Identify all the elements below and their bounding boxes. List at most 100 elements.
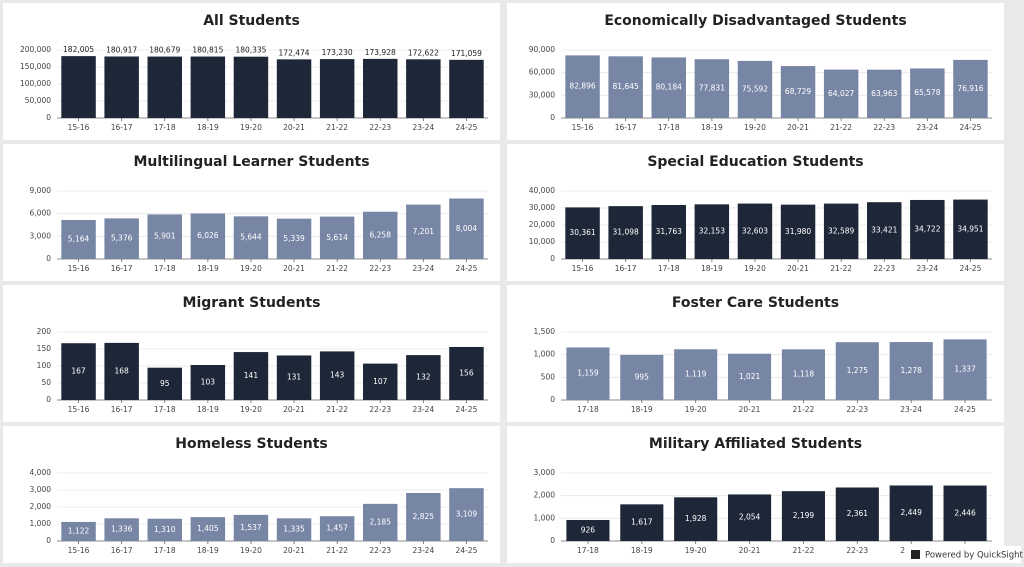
bar <box>319 351 355 400</box>
chart-panel: All Students 0 50,000 100,000 150,000 200,000… <box>3 3 500 140</box>
x-tick-label: 22-23 <box>846 546 868 555</box>
x-tick-label: 16-17 <box>615 123 637 132</box>
x-tick-label: 18-19 <box>197 405 219 414</box>
bar <box>319 216 355 259</box>
value-label: 1,159 <box>577 369 599 378</box>
bar <box>737 203 773 259</box>
bar <box>406 492 441 541</box>
x-tick-label: 17-18 <box>577 405 599 414</box>
y-tick-label: 3,000 <box>30 485 52 494</box>
bar <box>620 354 664 400</box>
chart-panel: Military Affiliated Students 0 1,000 2,000 3… <box>507 426 1004 563</box>
bar <box>889 485 933 541</box>
x-tick-label: 16-17 <box>111 405 133 414</box>
bar <box>781 349 825 400</box>
value-label: 180,335 <box>235 46 266 55</box>
x-tick-label: 21-22 <box>830 123 852 132</box>
x-tick-label: 23-24 <box>412 546 434 555</box>
bar <box>651 57 686 118</box>
chart-title: Foster Care Students <box>672 295 839 311</box>
x-tick-label: 20-21 <box>739 405 761 414</box>
x-tick-label: 23-24 <box>412 405 434 414</box>
value-label: 2,449 <box>900 508 922 517</box>
chart-title: Migrant Students <box>183 295 321 311</box>
x-tick-label: 21-22 <box>326 123 348 132</box>
y-tick-label: 1,000 <box>534 350 556 359</box>
value-label: 180,679 <box>149 46 180 55</box>
bar <box>953 59 988 118</box>
x-tick-label: 18-19 <box>197 264 219 273</box>
bar <box>190 517 226 541</box>
x-tick-label: 15-16 <box>68 264 90 273</box>
value-label: 2,054 <box>739 513 761 522</box>
y-tick-label: 0 <box>46 395 51 404</box>
value-label: 2,825 <box>413 512 435 521</box>
y-tick-label: 40,000 <box>529 186 555 195</box>
x-tick-label: 18-19 <box>197 546 219 555</box>
x-tick-label: 20-21 <box>787 123 809 132</box>
chart-panel: Migrant Students 0 50 100 150 200 15-16 167 16-1… <box>3 285 500 422</box>
value-label: 5,339 <box>283 234 305 243</box>
bar <box>835 342 879 400</box>
bar <box>61 521 96 541</box>
bar <box>728 353 772 400</box>
value-label: 107 <box>373 377 388 386</box>
y-tick-label: 90,000 <box>529 45 555 54</box>
bar <box>406 204 441 259</box>
bar <box>835 487 879 541</box>
value-label: 75,592 <box>742 84 768 93</box>
value-label: 80,184 <box>656 83 682 92</box>
y-tick-label: 10,000 <box>529 237 555 246</box>
x-tick-label: 16-17 <box>111 546 133 555</box>
x-tick-label: 17-18 <box>154 264 176 273</box>
value-label: 5,376 <box>111 234 133 243</box>
bar <box>449 346 484 400</box>
chart-title: Military Affiliated Students <box>649 436 862 452</box>
value-label: 141 <box>244 371 259 380</box>
y-tick-label: 0 <box>46 254 51 263</box>
bar <box>889 342 933 400</box>
x-tick-label: 24-25 <box>456 123 478 132</box>
x-tick-label: 19-20 <box>240 123 262 132</box>
bar <box>104 218 139 259</box>
value-label: 131 <box>287 373 302 382</box>
value-label: 81,645 <box>613 82 639 91</box>
value-label: 1,310 <box>154 525 176 534</box>
value-label: 63,963 <box>871 89 897 98</box>
value-label: 167 <box>71 367 86 376</box>
x-tick-label: 23-24 <box>900 405 922 414</box>
y-tick-label: 100,000 <box>20 79 51 88</box>
value-label: 171,059 <box>451 49 482 58</box>
chart-title: All Students <box>203 13 300 29</box>
value-label: 2,446 <box>954 508 976 517</box>
x-tick-label: 18-19 <box>631 405 653 414</box>
x-tick-label: 18-19 <box>701 123 723 132</box>
bar <box>190 56 226 118</box>
x-tick-label: 18-19 <box>701 264 723 273</box>
x-tick-label: 22-23 <box>369 123 391 132</box>
chart-panel: Homeless Students 0 1,000 2,000 3,000 4,000 15… <box>3 426 500 563</box>
value-label: 31,098 <box>613 228 639 237</box>
value-label: 31,763 <box>656 227 682 236</box>
bar <box>147 56 182 118</box>
bar <box>319 516 355 541</box>
value-label: 173,928 <box>365 48 396 57</box>
y-tick-label: 200,000 <box>20 45 51 54</box>
x-tick-label: 21-22 <box>326 405 348 414</box>
bar <box>276 59 312 118</box>
value-label: 2,185 <box>370 517 392 526</box>
value-label: 132 <box>416 373 431 382</box>
y-tick-label: 0 <box>550 254 555 263</box>
x-tick-label: 22-23 <box>873 123 895 132</box>
bar <box>104 56 139 118</box>
bar <box>823 203 859 259</box>
x-tick-label: 19-20 <box>685 405 707 414</box>
x-tick-label: 17-18 <box>154 123 176 132</box>
chart-panel: Economically Disadvantaged Students 0 30,0… <box>507 3 1004 140</box>
x-tick-label: 17-18 <box>154 405 176 414</box>
bar <box>565 207 600 259</box>
chart-panel: Multilingual Learner Students 0 3,000 6,000… <box>3 144 500 281</box>
x-tick-label: 18-19 <box>197 123 219 132</box>
x-tick-label: 20-21 <box>787 264 809 273</box>
value-label: 76,916 <box>957 84 983 93</box>
